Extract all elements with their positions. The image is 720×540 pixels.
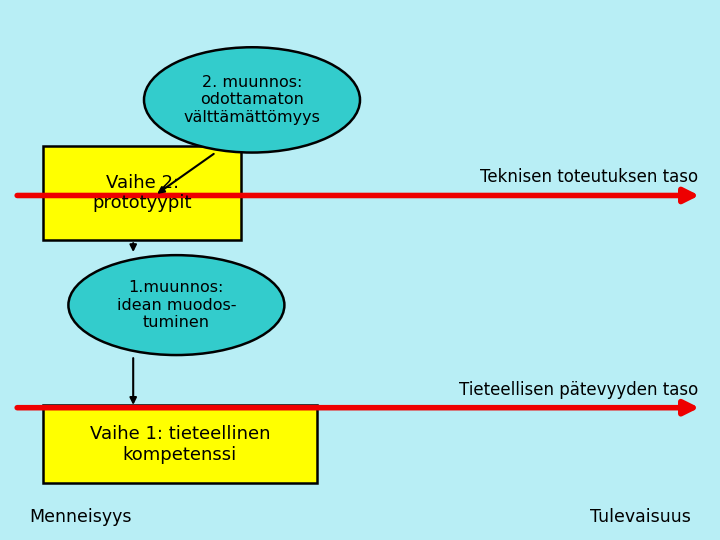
Text: Tulevaisuus: Tulevaisuus (590, 509, 691, 526)
Text: 2. muunnos:
odottamaton
välttämättömyys: 2. muunnos: odottamaton välttämättömyys (184, 75, 320, 125)
Ellipse shape (144, 47, 360, 152)
FancyBboxPatch shape (43, 405, 317, 483)
Ellipse shape (68, 255, 284, 355)
Text: Tieteellisen pätevyyden taso: Tieteellisen pätevyyden taso (459, 381, 698, 399)
FancyBboxPatch shape (43, 146, 241, 240)
Text: Teknisen toteutuksen taso: Teknisen toteutuksen taso (480, 168, 698, 186)
Text: Menneisyys: Menneisyys (29, 509, 131, 526)
Text: Vaihe 1: tieteellinen
kompetenssi: Vaihe 1: tieteellinen kompetenssi (90, 425, 270, 463)
Text: Vaihe 2:
prototyypit: Vaihe 2: prototyypit (92, 174, 192, 212)
Text: 1.muunnos:
idean muodos-
tuminen: 1.muunnos: idean muodos- tuminen (117, 280, 236, 330)
